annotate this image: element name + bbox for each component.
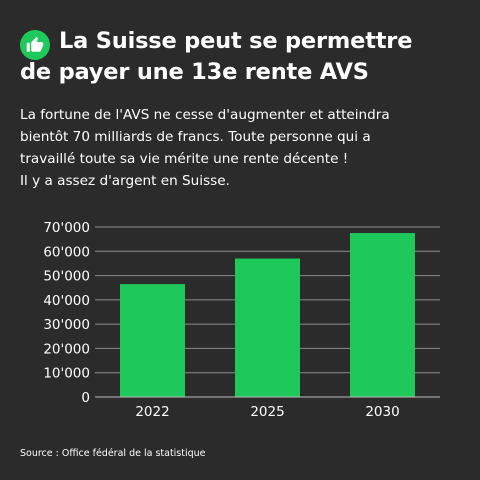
y-tick-label: 30'000: [43, 317, 90, 333]
y-tick-label: 0: [81, 390, 90, 406]
intro-line-3: travaillé toute sa vie mérite une rente …: [20, 151, 349, 167]
y-tick-label: 70'000: [43, 220, 90, 236]
intro-line-4: Il y a assez d'argent en Suisse.: [20, 173, 230, 189]
y-tick-label: 40'000: [43, 293, 90, 309]
intro-paragraph: La fortune de l'AVS ne cesse d'augmenter…: [20, 104, 470, 192]
bar: [235, 258, 300, 397]
intro-line-2: bientôt 70 milliards de francs. Toute pe…: [20, 129, 371, 145]
source-note: Source : Office fédéral de la statistiqu…: [20, 448, 206, 459]
bar-chart: 0 10'000 20'000 30'000 40'000 50'000 60'000 70'…: [43, 220, 440, 420]
x-tick-label: 2022: [135, 404, 169, 420]
x-tick-label: 2025: [250, 404, 284, 420]
y-tick-label: 20'000: [43, 341, 90, 357]
page-title: La Suisse peut se permettre de payer une…: [20, 26, 470, 88]
intro-line-1: La fortune de l'AVS ne cesse d'augmenter…: [20, 107, 390, 123]
x-tick-label: 2030: [365, 404, 399, 420]
bar: [350, 233, 415, 397]
title-line-1: La Suisse peut se permettre: [59, 28, 413, 54]
bar: [120, 284, 185, 397]
title-line-2: de payer une 13e rente AVS: [20, 59, 369, 85]
y-tick-label: 60'000: [43, 244, 90, 260]
header: La Suisse peut se permettre de payer une…: [20, 26, 470, 88]
y-tick-label: 50'000: [43, 269, 90, 285]
y-tick-label: 10'000: [43, 366, 90, 382]
thumbs-up-icon: [20, 30, 50, 60]
